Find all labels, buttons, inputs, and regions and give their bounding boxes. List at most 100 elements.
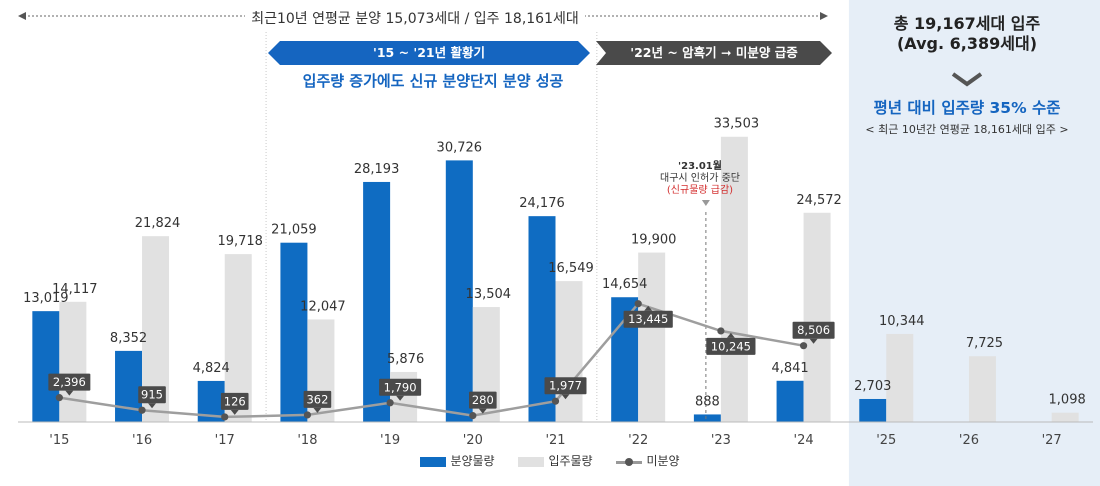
- supply-bar: [693, 414, 721, 422]
- move-in-value-label: 21,824: [135, 216, 181, 231]
- unsold-point: [303, 411, 312, 419]
- supply-value-label: 4,841: [771, 361, 808, 376]
- unsold-label-pointer: [396, 395, 405, 401]
- policy-note-line2: (신규물량 급감): [666, 185, 734, 196]
- move-in-value-label: 16,549: [548, 261, 594, 276]
- move-in-bar: [1051, 412, 1079, 422]
- forecast-average: (Avg. 6,389세대): [896, 34, 1038, 53]
- unsold-label-pointer: [478, 408, 487, 414]
- supply-bar: [445, 160, 473, 422]
- move-in-value-label: 7,725: [966, 336, 1003, 351]
- x-tick-label: '17: [215, 433, 235, 448]
- legend-item-unsold: 미분양: [616, 452, 680, 469]
- supply-bar: [115, 350, 143, 422]
- unsold-point: [799, 342, 808, 350]
- supply-value-label: 8,352: [110, 331, 147, 346]
- x-tick-label: '23: [711, 433, 731, 448]
- policy-note: '23.01월 대구시 인허가 중단 (신규물량 급감): [600, 161, 800, 197]
- x-tick-label: '24: [794, 433, 814, 448]
- legend-label-supply: 분양물량: [450, 454, 495, 468]
- supply-bar: [32, 311, 60, 422]
- supply-value-label: 4,824: [193, 361, 230, 376]
- legend-label-unsold: 미분양: [646, 454, 680, 468]
- unsold-point: [634, 300, 642, 308]
- dark-period-label: '22년 ~ 암흑기: [630, 45, 717, 60]
- unsold-label-pointer: [809, 338, 818, 344]
- legend-label-move-in: 입주물량: [548, 454, 593, 468]
- unsold-value-label: 2,396: [53, 375, 86, 389]
- unsold-point: [221, 413, 229, 421]
- x-tick-label: '20: [463, 433, 483, 448]
- unsold-label-box: [792, 321, 835, 339]
- forecast-ratio: 평년 대비 입주량 35% 수준: [873, 99, 1061, 117]
- unsold-point: [386, 399, 394, 407]
- forecast-total: 총 19,167세대 입주: [893, 14, 1041, 33]
- unsold-label-pointer: [148, 403, 157, 409]
- unsold-point: [55, 394, 63, 402]
- supply-value-label: 888: [695, 394, 720, 409]
- unsold-point: [717, 327, 725, 335]
- boom-period-subtitle: 입주량 증가에도 신규 분양단지 분양 성공: [302, 72, 564, 90]
- unsold-label-box: [138, 386, 166, 404]
- unsold-label-box: [220, 392, 249, 410]
- top-summary-text: 최근10년 연평균 분양 15,073세대 / 입주 18,161세대: [0, 8, 830, 28]
- move-in-bar: [803, 212, 831, 422]
- forecast-ratio-note: < 최근 10년간 연평균 18,161세대 입주 >: [865, 123, 1069, 136]
- unsold-value-label: 126: [224, 394, 246, 408]
- supply-value-label: 13,019: [23, 291, 69, 306]
- supply-value-label: 30,726: [437, 140, 483, 155]
- legend-swatch-unsold: [616, 457, 643, 467]
- unsold-label-box: [706, 337, 756, 355]
- legend: 분양물량 입주물량 미분양: [0, 452, 1100, 469]
- move-in-value-label: 10,344: [879, 314, 925, 329]
- x-tick-label: '21: [545, 433, 565, 448]
- unsold-point: [551, 397, 560, 405]
- unsold-label-pointer: [726, 332, 735, 338]
- supply-bar: [280, 242, 308, 422]
- unsold-value-label: 1,790: [384, 380, 417, 394]
- unsold-point: [138, 406, 146, 414]
- chevron-down-icon: [951, 72, 983, 87]
- unsold-value-label: 10,245: [711, 339, 751, 353]
- policy-note-line1: 대구시 인허가 중단: [660, 173, 740, 184]
- move-in-value-label: 13,504: [466, 287, 512, 302]
- x-tick-label: '25: [876, 433, 896, 448]
- unsold-label-box: [623, 310, 673, 328]
- move-in-value-label: 1,098: [1049, 393, 1086, 408]
- unsold-value-label: 13,445: [628, 312, 668, 326]
- unsold-label-pointer: [65, 390, 74, 396]
- x-tick-label: '22: [628, 433, 648, 448]
- forecast-summary: 총 19,167세대 입주 (Avg. 6,389세대): [842, 14, 1092, 54]
- unsold-label-box: [379, 378, 422, 396]
- unsold-label-box: [544, 377, 587, 395]
- move-in-bar: [555, 281, 583, 422]
- unsold-value-label: 280: [472, 393, 494, 407]
- unsold-label-pointer: [644, 305, 653, 311]
- move-in-bar: [720, 136, 748, 422]
- move-in-value-label: 12,047: [300, 299, 346, 314]
- move-in-value-label: 5,876: [387, 352, 424, 367]
- move-in-value-label: 19,900: [631, 233, 677, 248]
- legend-item-move-in: 입주물량: [518, 452, 593, 469]
- dark-period-banner: '22년 ~ 암흑기 ➞ 미분양 급증: [596, 41, 832, 65]
- unsold-value-label: 8,506: [797, 323, 830, 337]
- unsold-value-label: 1,977: [549, 379, 582, 393]
- policy-note-date: '23.01월: [678, 161, 722, 172]
- supply-value-label: 2,703: [854, 379, 891, 394]
- supply-value-label: 14,654: [602, 277, 648, 292]
- x-tick-label: '27: [1042, 433, 1062, 448]
- unsold-value-label: 915: [141, 388, 163, 402]
- legend-swatch-move-in: [518, 456, 545, 467]
- unsold-line: [59, 302, 804, 419]
- span-arrow-left-icon: [18, 12, 26, 20]
- unsold-label-pointer: [230, 409, 239, 415]
- supply-value-label: 21,059: [271, 223, 317, 238]
- x-tick-label: '18: [297, 433, 317, 448]
- move-in-bar: [886, 333, 914, 422]
- policy-note-arrow-icon: [701, 200, 710, 206]
- arrow-icon: ➞: [721, 45, 732, 60]
- x-tick-label: '16: [132, 433, 152, 448]
- legend-item-supply: 분양물량: [420, 452, 495, 469]
- supply-value-label: 24,176: [519, 196, 565, 211]
